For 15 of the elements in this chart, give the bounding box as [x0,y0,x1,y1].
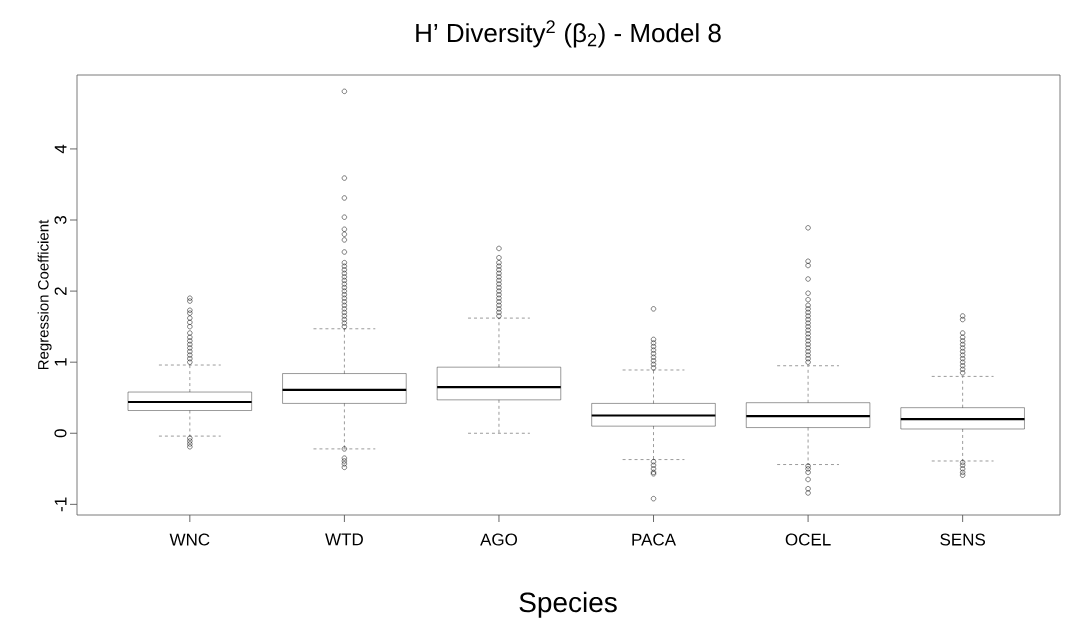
y-tick-label: 1 [54,358,67,366]
y-tick-label: 0 [54,429,67,438]
x-tick-label: WTD [325,533,363,546]
x-tick-label: AGO [480,533,518,546]
x-tick-label: PACA [632,533,677,546]
chart-title: H’ Diversity$^{2}$ (β$_{2}$) - Model 8 [416,20,721,48]
y-tick-label: -1 [54,497,67,512]
y-tick-label: 3 [54,216,67,225]
x-tick-label: SENS [940,533,986,546]
x-tick-label: OCEL [785,533,831,546]
y-tick-label: 2 [54,287,67,295]
y-axis-title: Regression Coefficient [37,219,52,370]
y-tick-label: 4 [54,144,67,154]
x-tick-label: WNC [169,533,210,546]
x-axis-title: Species [519,591,617,618]
